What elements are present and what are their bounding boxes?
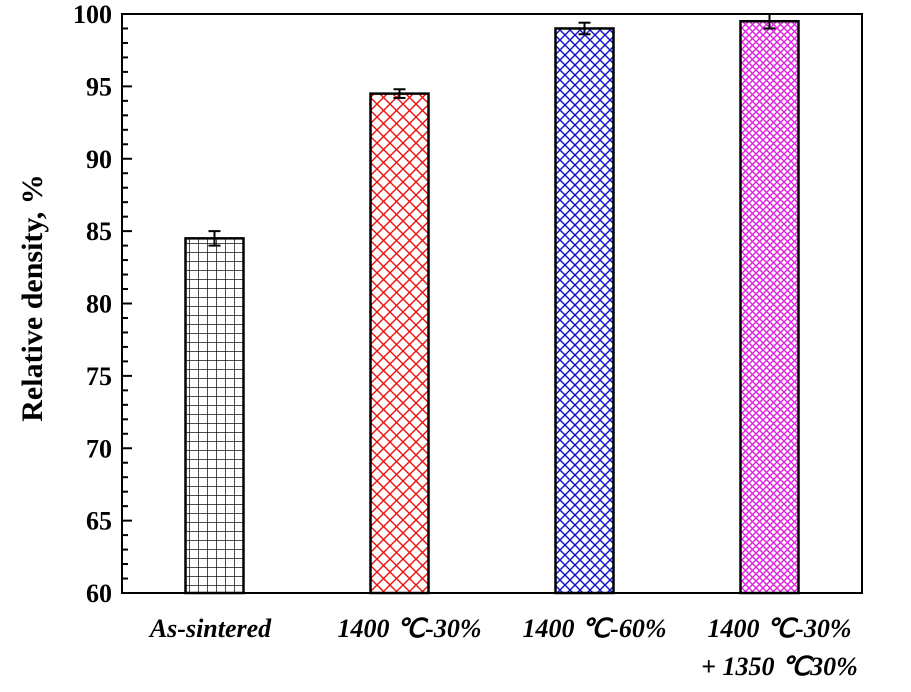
y-axis-title: Relative density, % <box>16 174 49 422</box>
y-tick-label: 65 <box>86 507 112 536</box>
bar-3 <box>739 19 800 595</box>
y-tick-label: 80 <box>86 290 112 319</box>
y-tick-label: 95 <box>86 72 112 101</box>
y-ticks-layer <box>122 13 132 594</box>
y-tick-labels: 60 65 70 75 80 85 90 95 100 <box>73 0 112 608</box>
x-category-label: 1400 ℃-30% <box>707 614 851 643</box>
y-tick-label: 85 <box>86 217 112 246</box>
y-tick-label: 90 <box>86 145 112 174</box>
x-category-label: As-sintered <box>148 614 272 643</box>
error-bar-0 <box>208 230 221 247</box>
bars-layer <box>184 19 800 595</box>
error-bars-layer <box>208 13 776 247</box>
y-tick-label: 100 <box>73 0 112 29</box>
bar-2 <box>554 27 615 595</box>
x-category-label: + 1350 ℃30% <box>701 652 858 681</box>
y-tick-label: 70 <box>86 434 112 463</box>
x-category-label: 1400 ℃-60% <box>522 614 666 643</box>
x-category-labels: As-sintered 1400 ℃-30% 1400 ℃-60% 1400 ℃-30… <box>148 614 858 681</box>
bar-1 <box>369 92 430 595</box>
error-bar-2 <box>578 21 591 36</box>
error-bar-1 <box>393 88 406 99</box>
bar-0 <box>184 237 245 595</box>
y-tick-label: 75 <box>86 362 112 391</box>
y-tick-label: 60 <box>86 579 112 608</box>
x-category-label: 1400 ℃-30% <box>337 614 481 643</box>
